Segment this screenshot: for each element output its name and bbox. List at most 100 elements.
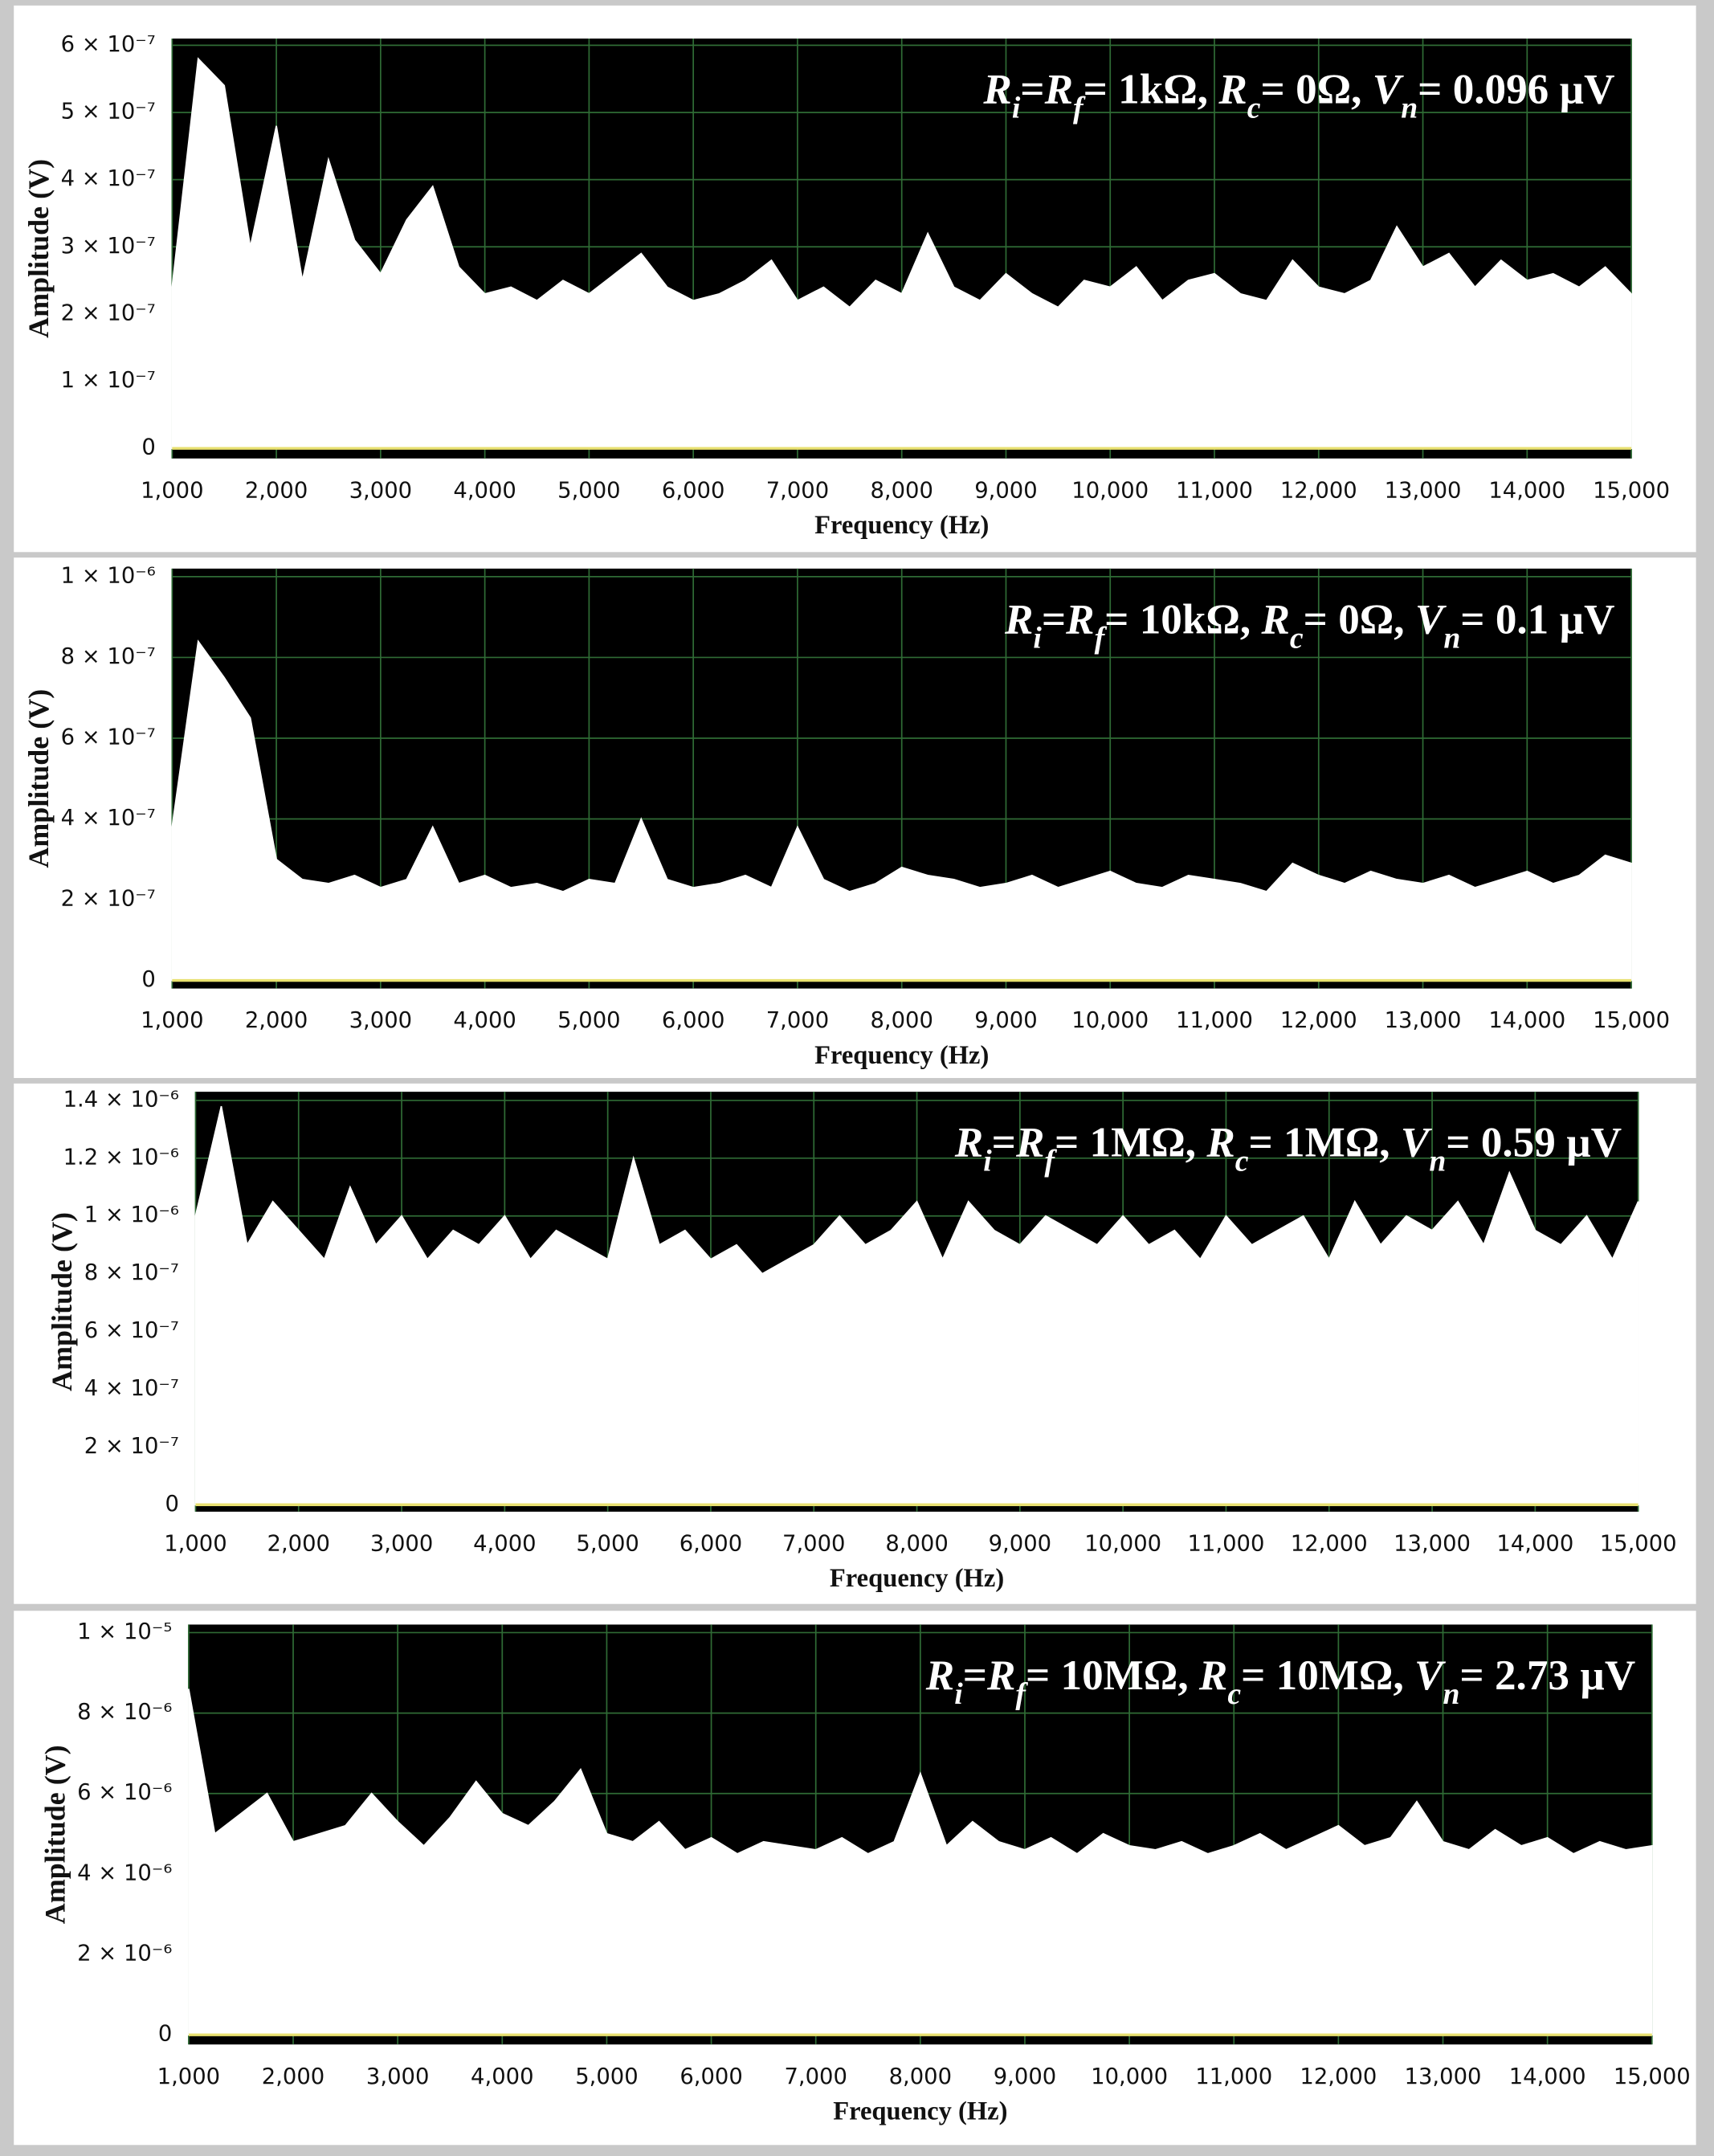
annotation-part: = — [1042, 597, 1066, 643]
x-tick-label: 8,000 — [885, 1532, 948, 1557]
x-tick-label: 7,000 — [766, 478, 829, 503]
x-tick-label: 2,000 — [267, 1532, 330, 1557]
y-tick-label: 0 — [141, 435, 155, 460]
annotation-part: c — [1290, 621, 1304, 655]
annotation-part: i — [983, 1144, 992, 1178]
annotation-part: i — [954, 1677, 963, 1711]
annotation-part: n — [1443, 1677, 1459, 1711]
x-tick-label: 10,000 — [1084, 1532, 1161, 1557]
annotation-part: = 0Ω, — [1304, 597, 1415, 643]
x-tick-label: 3,000 — [349, 1008, 412, 1033]
annotation-part: R — [1218, 67, 1247, 113]
x-tick-label: 1,000 — [164, 1532, 226, 1557]
annotation-part: R — [954, 1120, 983, 1166]
annotation: Ri=Rf= 10kΩ, Rc= 0Ω, Vn= 0.1 µV — [1004, 597, 1615, 655]
x-tick-label: 15,000 — [1600, 1532, 1677, 1557]
x-tick-label: 3,000 — [349, 478, 412, 503]
x-tick-label: 10,000 — [1071, 478, 1149, 503]
annotation-part: V — [1415, 597, 1447, 643]
annotation-part: R — [1206, 1120, 1234, 1166]
spectrum-area — [171, 639, 1632, 982]
y-tick-label: 3 × 10⁻⁷ — [61, 234, 156, 259]
y-axis-label: Amplitude (V) — [39, 1745, 71, 1924]
x-tick-label: 1,000 — [157, 2064, 220, 2089]
y-tick-label: 1.4 × 10⁻⁶ — [63, 1087, 179, 1112]
x-tick-label: 2,000 — [245, 478, 308, 503]
x-tick-label: 9,000 — [994, 2064, 1056, 2089]
y-tick-label: 1 × 10⁻⁵ — [77, 1619, 172, 1644]
x-tick-label: 14,000 — [1509, 2064, 1586, 2089]
annotation-part: i — [1033, 621, 1042, 655]
y-tick-label: 0 — [141, 967, 155, 992]
annotation-part: = 0.1 µV — [1460, 597, 1614, 643]
x-tick-label: 8,000 — [889, 2064, 952, 2089]
annotation-part: = — [963, 1652, 987, 1699]
annotation: Ri=Rf= 1MΩ, Rc= 1MΩ, Vn= 0.59 µV — [954, 1120, 1622, 1178]
x-tick-label: 14,000 — [1488, 1008, 1565, 1033]
annotation-part: = 0.59 µV — [1446, 1120, 1622, 1166]
x-tick-label: 13,000 — [1385, 478, 1462, 503]
y-tick-label: 8 × 10⁻⁷ — [84, 1260, 179, 1285]
annotation-part: = 10MΩ, — [1241, 1652, 1414, 1699]
y-axis-label: Amplitude (V) — [22, 159, 55, 338]
annotation-part: f — [1073, 91, 1086, 125]
x-tick-label: 12,000 — [1280, 1008, 1357, 1033]
x-tick-label: 11,000 — [1176, 1008, 1253, 1033]
x-axis-label: Frequency (Hz) — [814, 511, 989, 540]
y-tick-label: 8 × 10⁻⁶ — [77, 1700, 172, 1725]
annotation-part: V — [1401, 1120, 1433, 1166]
annotation-part: c — [1247, 91, 1261, 125]
annotation-part: = 1MΩ, — [1055, 1120, 1206, 1166]
y-tick-label: 6 × 10⁻⁷ — [84, 1318, 179, 1343]
y-tick-label: 2 × 10⁻⁷ — [84, 1434, 179, 1459]
y-tick-label: 4 × 10⁻⁷ — [84, 1376, 179, 1401]
x-tick-label: 12,000 — [1280, 478, 1357, 503]
x-tick-label: 3,000 — [366, 2064, 429, 2089]
annotation: Ri=Rf= 1kΩ, Rc= 0Ω, Vn= 0.096 µV — [982, 67, 1614, 125]
spectrum-area — [171, 57, 1632, 450]
annotation-part: c — [1227, 1677, 1241, 1711]
x-tick-label: 8,000 — [870, 1008, 932, 1033]
annotation-part: = 0Ω, — [1261, 67, 1373, 113]
x-tick-label: 12,000 — [1300, 2064, 1377, 2089]
y-tick-label: 1 × 10⁻⁷ — [61, 368, 156, 393]
y-tick-label: 6 × 10⁻⁷ — [61, 725, 156, 749]
spectrum-area — [194, 1105, 1639, 1506]
annotation-part: R — [1065, 597, 1094, 643]
x-tick-label: 13,000 — [1394, 1532, 1471, 1557]
annotation-part: R — [925, 1652, 954, 1699]
annotation-part: R — [1198, 1652, 1227, 1699]
annotation-part: = 2.73 µV — [1459, 1652, 1635, 1699]
x-axis-label: Frequency (Hz) — [830, 1564, 1004, 1593]
x-tick-label: 5,000 — [576, 1532, 639, 1557]
x-tick-label: 14,000 — [1496, 1532, 1573, 1557]
x-axis-label: Frequency (Hz) — [833, 2097, 1007, 2125]
annotation-part: = 10kΩ, — [1104, 597, 1261, 643]
y-tick-label: 6 × 10⁻⁶ — [77, 1780, 172, 1805]
y-tick-label: 5 × 10⁻⁷ — [61, 99, 156, 124]
annotation-part: i — [1012, 91, 1021, 125]
annotation-part: = 0.096 µV — [1418, 67, 1614, 113]
x-tick-label: 1,000 — [141, 1008, 203, 1033]
y-tick-label: 1 × 10⁻⁶ — [84, 1203, 179, 1227]
y-tick-label: 1 × 10⁻⁶ — [61, 563, 156, 588]
x-tick-label: 11,000 — [1195, 2064, 1272, 2089]
x-tick-label: 11,000 — [1176, 478, 1253, 503]
annotation-part: R — [1004, 597, 1033, 643]
annotation-part: R — [986, 1652, 1015, 1699]
y-tick-label: 2 × 10⁻⁷ — [61, 300, 156, 325]
x-tick-label: 12,000 — [1291, 1532, 1368, 1557]
y-tick-label: 0 — [158, 2022, 172, 2047]
x-tick-label: 3,000 — [370, 1532, 433, 1557]
x-tick-label: 10,000 — [1071, 1008, 1149, 1033]
x-tick-label: 13,000 — [1385, 1008, 1462, 1033]
x-axis-label: Frequency (Hz) — [814, 1041, 989, 1070]
x-tick-label: 4,000 — [473, 1532, 536, 1557]
x-tick-label: 7,000 — [782, 1532, 845, 1557]
x-tick-label: 6,000 — [662, 478, 724, 503]
annotation-part: n — [1443, 621, 1460, 655]
annotation-part: = — [992, 1120, 1016, 1166]
x-tick-label: 7,000 — [784, 2064, 847, 2089]
